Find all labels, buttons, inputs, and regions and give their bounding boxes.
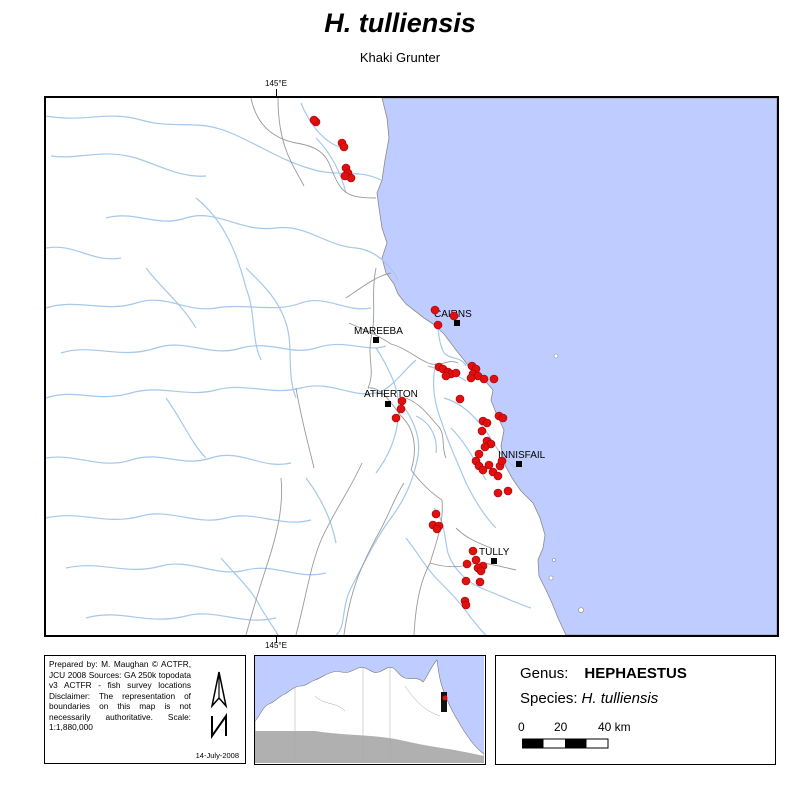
survey-point[interactable]: [462, 559, 472, 569]
river-network: [46, 102, 532, 635]
town-marker-cairns: [454, 320, 460, 326]
survey-point[interactable]: [309, 115, 319, 125]
inset-study-area-marker: [441, 692, 447, 712]
town-marker-innisfail: [516, 461, 522, 467]
survey-point[interactable]: [449, 311, 459, 321]
survey-point[interactable]: [498, 413, 508, 423]
main-map[interactable]: CAIRNSMAREEBAATHERTONINNISFAILTULLY: [44, 96, 779, 637]
survey-point[interactable]: [471, 555, 481, 565]
genus-value: HEPHAESTUS: [584, 665, 687, 682]
survey-point[interactable]: [484, 460, 494, 470]
longitude-label-bottom: 145°E: [265, 641, 287, 650]
town-marker-mareeba: [373, 337, 379, 343]
survey-point[interactable]: [461, 600, 471, 610]
island: [578, 607, 584, 613]
town-label-tully: TULLY: [479, 547, 510, 558]
survey-point[interactable]: [391, 413, 401, 423]
survey-point[interactable]: [451, 368, 461, 378]
genus-row: Genus: HEPHAESTUS: [520, 665, 687, 682]
map-canvas: CAIRNSMAREEBAATHERTONINNISFAILTULLY: [46, 98, 777, 635]
survey-point[interactable]: [497, 456, 507, 466]
town-label-mareeba: MAREEBA: [354, 326, 403, 337]
map-subtitle: Khaki Grunter: [359, 50, 441, 65]
longitude-tick-bottom: [276, 635, 277, 643]
survey-point[interactable]: [340, 171, 350, 181]
longitude-tick-top: [276, 89, 277, 97]
scale-label-20: 20: [554, 720, 568, 734]
survey-point[interactable]: [455, 394, 465, 404]
survey-point[interactable]: [461, 576, 471, 586]
survey-point[interactable]: [476, 566, 486, 576]
survey-point[interactable]: [441, 371, 451, 381]
survey-point[interactable]: [480, 442, 490, 452]
island: [552, 558, 556, 562]
town-marker-tully: [491, 558, 497, 564]
survey-point[interactable]: [489, 374, 499, 384]
inset-canvas: [255, 656, 485, 764]
credits-text: Prepared by: M. Maughan © ACTFR, JCU 200…: [49, 659, 191, 732]
survey-point[interactable]: [478, 465, 488, 475]
survey-point[interactable]: [468, 546, 478, 556]
inset-locator-map[interactable]: [254, 655, 486, 765]
survey-point[interactable]: [430, 305, 440, 315]
north-arrow-icon: [210, 671, 228, 740]
scale-bar: [522, 738, 609, 749]
survey-point[interactable]: [432, 524, 442, 534]
legend-panel: Genus: HEPHAESTUS Species: H. tulliensis 0…: [495, 655, 776, 765]
survey-point[interactable]: [475, 577, 485, 587]
island: [548, 575, 554, 581]
map-date: 14-July-2008: [195, 751, 239, 760]
scale-label-0: 0: [518, 720, 525, 734]
survey-point[interactable]: [396, 404, 406, 414]
genus-label: Genus:: [520, 665, 569, 682]
survey-point[interactable]: [339, 142, 349, 152]
map-title: H. tulliensis: [324, 8, 476, 38]
survey-point[interactable]: [466, 373, 476, 383]
survey-point[interactable]: [477, 426, 487, 436]
inset-land-shaded: [255, 731, 484, 763]
survey-point[interactable]: [493, 488, 503, 498]
survey-point[interactable]: [431, 509, 441, 519]
species-row: Species: H. tulliensis: [520, 690, 658, 707]
survey-point[interactable]: [493, 471, 503, 481]
species-value: H. tulliensis: [581, 690, 659, 707]
inset-study-area-point: [442, 695, 448, 701]
survey-point[interactable]: [433, 320, 443, 330]
boundary-lines: [245, 98, 517, 635]
town-label-atherton: ATHERTON: [364, 389, 418, 400]
species-label: Species:: [520, 690, 578, 707]
survey-point[interactable]: [397, 396, 407, 406]
town-marker-atherton: [385, 401, 391, 407]
town-label-innisfail: INNISFAIL: [498, 450, 546, 461]
longitude-label-top: 145°E: [265, 79, 287, 88]
island: [553, 353, 559, 359]
survey-point[interactable]: [479, 374, 489, 384]
inset-state-borders: [294, 668, 441, 763]
credits-panel: Prepared by: M. Maughan © ACTFR, JCU 200…: [44, 655, 246, 764]
survey-point[interactable]: [482, 418, 492, 428]
scale-label-40: 40 km: [598, 720, 631, 734]
survey-point[interactable]: [503, 486, 513, 496]
